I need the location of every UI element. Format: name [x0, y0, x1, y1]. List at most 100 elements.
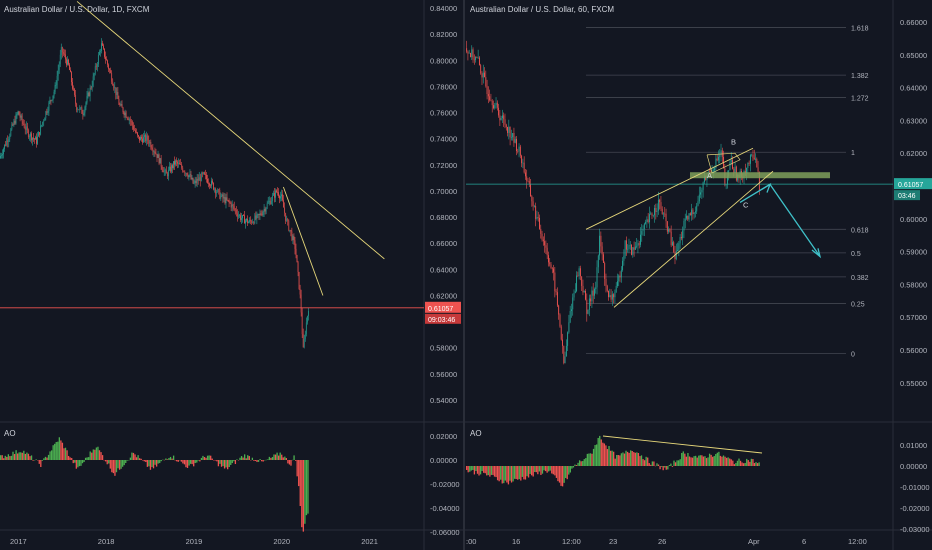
daily-candle [244, 215, 245, 224]
daily-candle [144, 135, 146, 138]
hourly-ao-bar [597, 437, 599, 466]
daily-ao-bar [61, 442, 64, 460]
daily-ao-bar [273, 454, 275, 460]
daily-candle [288, 220, 290, 231]
daily-time-tick: 2020 [273, 537, 290, 546]
hourly-ao-bar [467, 466, 469, 473]
daily-ao-bar [231, 460, 233, 464]
hourly-ao-bar [630, 450, 632, 466]
daily-candle [71, 72, 72, 83]
daily-candle [289, 229, 291, 231]
daily-candle [51, 99, 53, 101]
hourly-candle [664, 213, 666, 215]
daily-candle [210, 185, 211, 187]
daily-candle [262, 211, 264, 216]
hourly-candle [618, 275, 620, 282]
daily-ao-bar [182, 460, 184, 464]
daily-candle [21, 115, 23, 122]
hourly-candle [482, 72, 484, 78]
daily-candle [253, 222, 255, 224]
daily-ao-bar [3, 458, 5, 460]
daily-candle [89, 87, 91, 97]
daily-ao-bar [83, 460, 85, 463]
hourly-candle [521, 155, 523, 164]
hourly-candle [716, 158, 718, 161]
daily-candle [58, 64, 60, 70]
hourly-candle [530, 183, 531, 197]
hourly-ao-bar [698, 455, 700, 466]
daily-candle [304, 333, 306, 339]
daily-ao-bar [199, 460, 201, 462]
hourly-ao-bar [620, 453, 623, 466]
daily-candle [3, 149, 4, 155]
hourly-candle [641, 231, 643, 235]
hourly-candle [654, 207, 655, 216]
daily-ao-bar [293, 455, 295, 460]
daily-ao-bar [105, 460, 107, 462]
daily-ao-tick: -0.04000 [430, 504, 460, 513]
hourly-candle [746, 167, 748, 173]
daily-chart-title: Australian Dollar / U.S. Dollar, 1D, FXC… [4, 5, 150, 14]
hourly-candle [556, 292, 558, 306]
hourly-ao-bar [684, 453, 686, 466]
hourly-chart[interactable]: 1.618 1.382 1.272 1 0.618 0.5 0.382 0.25 0 A B C [466, 26, 893, 487]
hourly-ao-bar [619, 455, 621, 466]
hourly-ao-bar [588, 453, 590, 466]
daily-candle [202, 172, 204, 174]
hourly-ao-bar [631, 451, 633, 466]
hourly-ao-bar [518, 466, 520, 480]
hourly-candle [714, 168, 716, 171]
daily-ao-bar [271, 457, 274, 460]
daily-ao-bar [228, 460, 230, 468]
daily-candle [186, 173, 188, 176]
hourly-candle [651, 213, 653, 216]
wedge-lower-line [613, 170, 774, 308]
hourly-candle [748, 162, 750, 164]
hourly-candle [634, 246, 636, 250]
hourly-ao-bar [504, 466, 506, 481]
daily-candle [249, 219, 251, 223]
hourly-ao-bar [639, 456, 641, 466]
daily-ao-bar [211, 458, 213, 460]
daily-ao-bar [115, 460, 118, 473]
daily-ao-bar [41, 460, 44, 461]
daily-candle [74, 88, 76, 95]
hourly-candle [629, 244, 631, 246]
daily-ao-bar [40, 460, 42, 467]
hourly-candle [730, 159, 732, 163]
daily-chart[interactable] [0, 1, 424, 532]
hourly-candle [496, 102, 498, 108]
hourly-candle [751, 154, 753, 156]
daily-candle [268, 200, 270, 203]
daily-candle [53, 91, 55, 96]
daily-candle [142, 138, 143, 143]
hourly-ao-bar [529, 466, 531, 474]
hourly-candle [636, 245, 638, 247]
daily-candle [112, 81, 114, 86]
hourly-timer-tag: 03:46 [898, 193, 916, 200]
daily-candle [183, 171, 185, 172]
hourly-ao-bar [617, 455, 619, 466]
hourly-candle [705, 176, 707, 181]
hourly-ao-bar [693, 456, 695, 466]
daily-candle [25, 126, 27, 130]
daily-candle [33, 137, 34, 139]
daily-candle [180, 164, 182, 165]
hourly-candle [683, 220, 685, 231]
hourly-candle [517, 151, 519, 152]
hourly-ao-bar [507, 466, 510, 485]
daily-candle [263, 208, 265, 212]
hourly-candle [508, 126, 510, 133]
daily-candle [28, 136, 30, 138]
daily-candle [151, 147, 153, 150]
daily-candle [185, 173, 187, 174]
hourly-candle [573, 293, 575, 298]
hourly-ao-bar [492, 466, 494, 475]
daily-candle [35, 137, 36, 140]
daily-candle [122, 107, 124, 113]
hourly-candle [679, 237, 681, 244]
daily-ao-bar [259, 459, 261, 460]
daily-candle [137, 132, 138, 136]
daily-candle [156, 153, 158, 158]
hourly-ao-bar [625, 450, 627, 466]
